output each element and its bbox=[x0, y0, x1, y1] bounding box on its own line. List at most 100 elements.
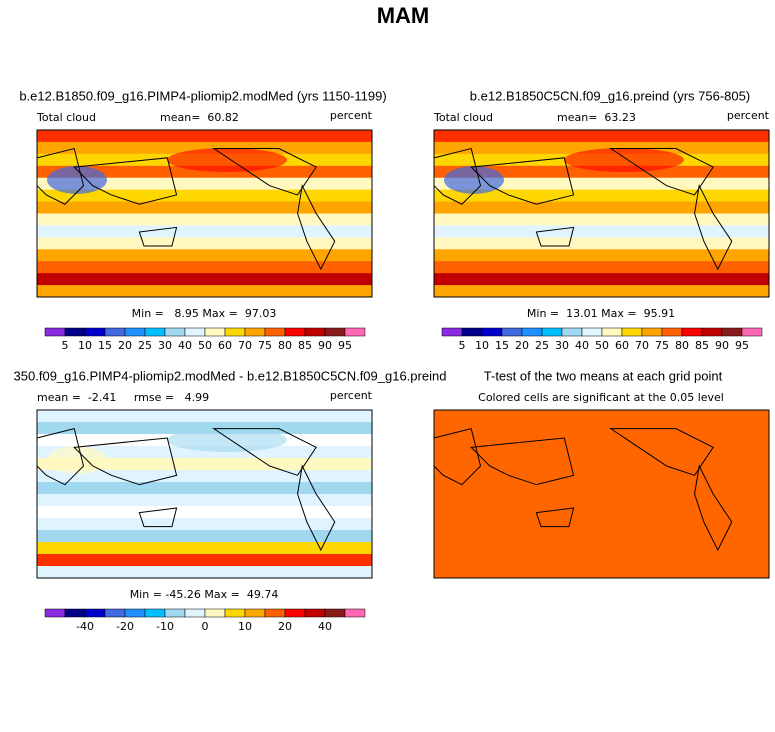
map-band bbox=[37, 141, 372, 155]
colorbar-label: 95 bbox=[735, 339, 749, 352]
colorbar-box bbox=[581, 327, 603, 337]
colorbar-box bbox=[721, 327, 743, 337]
map-band bbox=[434, 201, 769, 214]
colorbar-label: 80 bbox=[278, 339, 292, 352]
colorbar-label: 0 bbox=[202, 620, 209, 633]
colorbar-box bbox=[741, 327, 763, 337]
map-band bbox=[37, 130, 372, 143]
coastline bbox=[73, 437, 178, 486]
colorbar-label: 70 bbox=[238, 339, 252, 352]
colorbar-box bbox=[284, 608, 306, 618]
map-band bbox=[434, 189, 769, 203]
map-band bbox=[434, 249, 769, 262]
map-band bbox=[37, 201, 372, 214]
colorbar-box bbox=[44, 608, 66, 618]
map-band bbox=[37, 249, 372, 262]
panel-units: percent bbox=[330, 109, 373, 122]
panel-left-label: Total cloud bbox=[36, 111, 96, 124]
colorbar-box bbox=[184, 327, 206, 337]
colorbar-box bbox=[621, 327, 643, 337]
colorbar-box bbox=[84, 608, 106, 618]
map-band bbox=[434, 225, 769, 238]
map-band bbox=[434, 177, 769, 191]
colorbar-box bbox=[104, 327, 126, 337]
panel-title: 350.f09_g16.PIMP4-pliomip2.modMed - b.e1… bbox=[14, 368, 447, 383]
map-band bbox=[434, 141, 769, 155]
colorbar-label: 25 bbox=[535, 339, 549, 352]
colorbar-label: 25 bbox=[138, 339, 152, 352]
colorbar-label: 5 bbox=[62, 339, 69, 352]
map-band bbox=[434, 273, 769, 286]
map-field bbox=[37, 130, 372, 297]
map-band bbox=[37, 554, 372, 567]
colorbar-label: 50 bbox=[198, 339, 212, 352]
colorbar-label: 60 bbox=[615, 339, 629, 352]
map-band bbox=[434, 213, 769, 226]
colorbar-box bbox=[561, 327, 583, 337]
coastline bbox=[470, 157, 575, 205]
map-band bbox=[37, 273, 372, 286]
map-band bbox=[37, 446, 372, 459]
map-band bbox=[37, 530, 372, 543]
map-band bbox=[37, 261, 372, 274]
map-frame bbox=[433, 129, 770, 298]
colorbar-box bbox=[324, 608, 346, 618]
colorbar-box bbox=[124, 608, 146, 618]
map-band bbox=[37, 225, 372, 238]
colorbar-box bbox=[681, 327, 703, 337]
map-band bbox=[37, 506, 372, 519]
map-frame bbox=[36, 129, 373, 298]
map-band bbox=[434, 237, 769, 250]
colorbar-box bbox=[144, 608, 166, 618]
map-frame bbox=[433, 409, 770, 579]
coastline bbox=[297, 464, 336, 552]
colorbar-label: 60 bbox=[218, 339, 232, 352]
colorbar-label: -20 bbox=[116, 620, 134, 633]
colorbar-box bbox=[204, 327, 226, 337]
map-band bbox=[37, 189, 372, 203]
map-feature bbox=[167, 148, 287, 172]
coastline bbox=[470, 437, 575, 486]
colorbar-box bbox=[701, 327, 723, 337]
panel-title: b.e12.B1850C5CN.f09_g16.preind (yrs 756-… bbox=[470, 88, 750, 103]
map-band bbox=[434, 130, 769, 143]
coastlines bbox=[433, 428, 733, 552]
colorbar-box bbox=[324, 327, 346, 337]
colorbar-label: 90 bbox=[715, 339, 729, 352]
coastline bbox=[212, 428, 317, 476]
colorbar-box bbox=[164, 608, 186, 618]
colorbar-label: 10 bbox=[78, 339, 92, 352]
colorbar-box bbox=[264, 327, 286, 337]
map-band bbox=[37, 458, 372, 471]
colorbar-box bbox=[84, 327, 106, 337]
map-band bbox=[37, 494, 372, 507]
map-field bbox=[434, 130, 769, 297]
colorbar-box bbox=[501, 327, 523, 337]
map-band bbox=[37, 285, 372, 297]
map-feature bbox=[47, 446, 107, 474]
colorbar-label: 80 bbox=[675, 339, 689, 352]
coastline bbox=[694, 464, 733, 552]
panel-units: percent bbox=[330, 389, 373, 402]
map-frame bbox=[36, 409, 373, 579]
colorbar-label: 40 bbox=[318, 620, 332, 633]
colorbar-label: 85 bbox=[298, 339, 312, 352]
map-band bbox=[37, 566, 372, 578]
coastline bbox=[297, 184, 336, 271]
coastline bbox=[138, 226, 178, 247]
map-band bbox=[434, 285, 769, 297]
map-band bbox=[37, 482, 372, 495]
colorbar-label: 20 bbox=[278, 620, 292, 633]
map-band bbox=[37, 470, 372, 483]
map-feature bbox=[167, 428, 287, 452]
min-max: Min = 8.95 Max = 97.03 bbox=[132, 307, 277, 320]
map-band bbox=[37, 410, 372, 423]
colorbar-box bbox=[184, 608, 206, 618]
colorbar-box bbox=[244, 327, 266, 337]
coastline bbox=[73, 157, 178, 205]
colorbar-label: 15 bbox=[495, 339, 509, 352]
min-max: Min = 13.01 Max = 95.91 bbox=[527, 307, 675, 320]
colorbar-label: 10 bbox=[475, 339, 489, 352]
colorbar-box bbox=[641, 327, 663, 337]
